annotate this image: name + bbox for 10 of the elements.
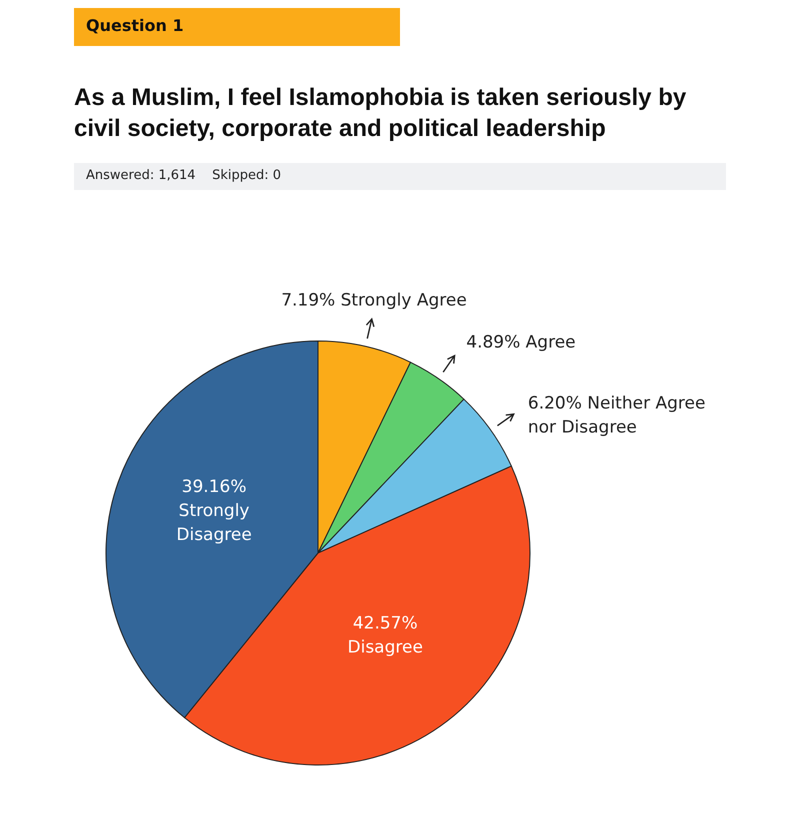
chart-title: As a Muslim, I feel Islamophobia is taken seriously by civil society, corporate and political leadership (74, 83, 688, 144)
slice-label: Disagree (348, 637, 423, 658)
chart-subtitle: Answered: 1,614 Skipped: 0 (74, 163, 726, 190)
data-label: 42.57% (352, 613, 418, 634)
slice-label: 4.89% Agree (466, 332, 576, 352)
legend-label: 6.20% Neither Agree nor Disagree (528, 393, 706, 438)
data-label: 39.16% (182, 477, 247, 498)
slice-label: Strongly Disagree (176, 501, 252, 546)
slice-label: 7.19% Strongly Agree (281, 290, 467, 310)
text: Question 1 (74, 8, 400, 46)
